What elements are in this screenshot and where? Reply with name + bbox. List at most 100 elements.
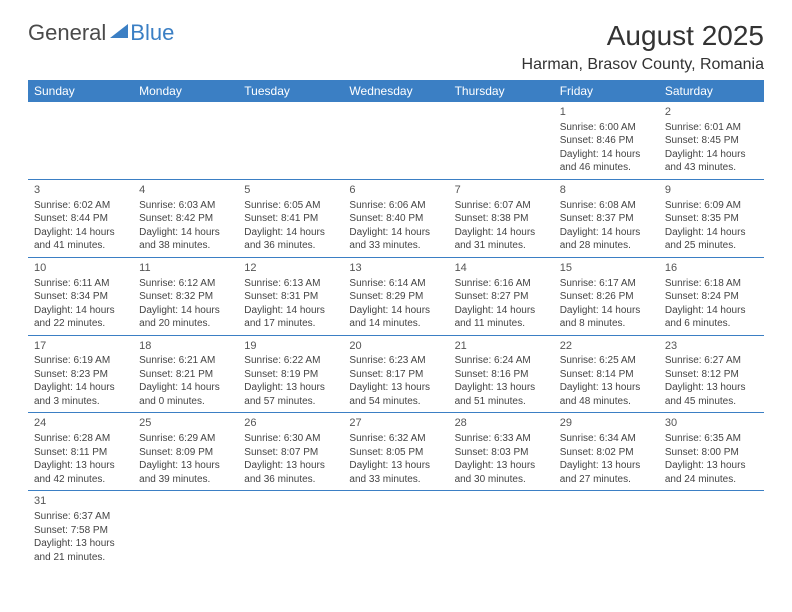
sunrise-text: Sunrise: 6:11 AM [34,277,127,291]
daylight-text: Daylight: 14 hours and 14 minutes. [349,304,442,331]
sunrise-text: Sunrise: 6:08 AM [560,199,653,213]
day-number: 1 [560,105,653,120]
calendar-cell: 28Sunrise: 6:33 AMSunset: 8:03 PMDayligh… [449,413,554,491]
daylight-text: Daylight: 14 hours and 25 minutes. [665,226,758,253]
title-block: August 2025 [607,20,764,52]
day-number: 25 [139,416,232,431]
day-number: 18 [139,339,232,354]
day-number: 28 [455,416,548,431]
logo-text-general: General [28,20,106,46]
calendar-cell [238,491,343,568]
sunset-text: Sunset: 8:17 PM [349,368,442,382]
dow-thursday: Thursday [449,80,554,102]
sunrise-text: Sunrise: 6:13 AM [244,277,337,291]
calendar-cell [449,102,554,179]
daylight-text: Daylight: 14 hours and 17 minutes. [244,304,337,331]
calendar-cell: 2Sunrise: 6:01 AMSunset: 8:45 PMDaylight… [659,102,764,179]
daylight-text: Daylight: 14 hours and 36 minutes. [244,226,337,253]
calendar-week-row: 1Sunrise: 6:00 AMSunset: 8:46 PMDaylight… [28,102,764,179]
sunset-text: Sunset: 8:07 PM [244,446,337,460]
sunset-text: Sunset: 8:16 PM [455,368,548,382]
calendar-cell [133,491,238,568]
day-number: 19 [244,339,337,354]
calendar-cell [28,102,133,179]
calendar-week-row: 10Sunrise: 6:11 AMSunset: 8:34 PMDayligh… [28,257,764,335]
day-number: 20 [349,339,442,354]
day-number: 26 [244,416,337,431]
calendar-cell [238,102,343,179]
header: General Blue August 2025 [28,20,764,52]
daylight-text: Daylight: 14 hours and 6 minutes. [665,304,758,331]
location-text: Harman, Brasov County, Romania [28,56,764,74]
sunrise-text: Sunrise: 6:06 AM [349,199,442,213]
sunrise-text: Sunrise: 6:05 AM [244,199,337,213]
daylight-text: Daylight: 13 hours and 36 minutes. [244,459,337,486]
sunset-text: Sunset: 8:46 PM [560,134,653,148]
sunrise-text: Sunrise: 6:29 AM [139,432,232,446]
day-number: 5 [244,183,337,198]
daylight-text: Daylight: 13 hours and 51 minutes. [455,381,548,408]
sunrise-text: Sunrise: 6:19 AM [34,354,127,368]
sunrise-text: Sunrise: 6:03 AM [139,199,232,213]
sunset-text: Sunset: 8:27 PM [455,290,548,304]
daylight-text: Daylight: 13 hours and 42 minutes. [34,459,127,486]
dow-wednesday: Wednesday [343,80,448,102]
calendar-cell: 1Sunrise: 6:00 AMSunset: 8:46 PMDaylight… [554,102,659,179]
calendar-week-row: 17Sunrise: 6:19 AMSunset: 8:23 PMDayligh… [28,335,764,413]
daylight-text: Daylight: 13 hours and 27 minutes. [560,459,653,486]
daylight-text: Daylight: 14 hours and 46 minutes. [560,148,653,175]
calendar-cell: 30Sunrise: 6:35 AMSunset: 8:00 PMDayligh… [659,413,764,491]
daylight-text: Daylight: 14 hours and 0 minutes. [139,381,232,408]
calendar-cell [449,491,554,568]
sunset-text: Sunset: 8:14 PM [560,368,653,382]
day-number: 15 [560,261,653,276]
logo-sail-icon [110,22,130,45]
sunset-text: Sunset: 8:41 PM [244,212,337,226]
sunset-text: Sunset: 8:38 PM [455,212,548,226]
day-number: 30 [665,416,758,431]
calendar-cell: 24Sunrise: 6:28 AMSunset: 8:11 PMDayligh… [28,413,133,491]
calendar-table: Sunday Monday Tuesday Wednesday Thursday… [28,80,764,568]
calendar-cell: 17Sunrise: 6:19 AMSunset: 8:23 PMDayligh… [28,335,133,413]
sunset-text: Sunset: 8:09 PM [139,446,232,460]
daylight-text: Daylight: 14 hours and 43 minutes. [665,148,758,175]
calendar-cell: 19Sunrise: 6:22 AMSunset: 8:19 PMDayligh… [238,335,343,413]
daylight-text: Daylight: 13 hours and 30 minutes. [455,459,548,486]
daylight-text: Daylight: 13 hours and 54 minutes. [349,381,442,408]
sunset-text: Sunset: 8:23 PM [34,368,127,382]
calendar-week-row: 3Sunrise: 6:02 AMSunset: 8:44 PMDaylight… [28,179,764,257]
sunset-text: Sunset: 8:34 PM [34,290,127,304]
calendar-cell [133,102,238,179]
calendar-week-row: 31Sunrise: 6:37 AMSunset: 7:58 PMDayligh… [28,491,764,568]
daylight-text: Daylight: 13 hours and 57 minutes. [244,381,337,408]
sunset-text: Sunset: 8:00 PM [665,446,758,460]
daylight-text: Daylight: 13 hours and 48 minutes. [560,381,653,408]
calendar-cell: 26Sunrise: 6:30 AMSunset: 8:07 PMDayligh… [238,413,343,491]
sunset-text: Sunset: 8:42 PM [139,212,232,226]
day-number: 23 [665,339,758,354]
day-number: 22 [560,339,653,354]
sunset-text: Sunset: 8:32 PM [139,290,232,304]
sunrise-text: Sunrise: 6:32 AM [349,432,442,446]
sunset-text: Sunset: 8:29 PM [349,290,442,304]
sunrise-text: Sunrise: 6:24 AM [455,354,548,368]
sunrise-text: Sunrise: 6:18 AM [665,277,758,291]
day-number: 13 [349,261,442,276]
sunset-text: Sunset: 8:31 PM [244,290,337,304]
sunset-text: Sunset: 8:12 PM [665,368,758,382]
sunrise-text: Sunrise: 6:02 AM [34,199,127,213]
daylight-text: Daylight: 14 hours and 38 minutes. [139,226,232,253]
day-number: 7 [455,183,548,198]
day-number: 3 [34,183,127,198]
calendar-cell: 4Sunrise: 6:03 AMSunset: 8:42 PMDaylight… [133,179,238,257]
sunrise-text: Sunrise: 6:27 AM [665,354,758,368]
calendar-cell: 25Sunrise: 6:29 AMSunset: 8:09 PMDayligh… [133,413,238,491]
day-number: 31 [34,494,127,509]
day-number: 16 [665,261,758,276]
day-number: 2 [665,105,758,120]
sunrise-text: Sunrise: 6:23 AM [349,354,442,368]
calendar-cell: 9Sunrise: 6:09 AMSunset: 8:35 PMDaylight… [659,179,764,257]
sunrise-text: Sunrise: 6:00 AM [560,121,653,135]
logo-text-blue: Blue [130,20,174,46]
sunrise-text: Sunrise: 6:14 AM [349,277,442,291]
